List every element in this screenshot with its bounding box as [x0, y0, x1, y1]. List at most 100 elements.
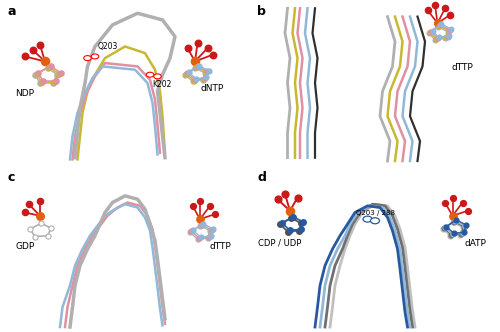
Point	[44, 233, 52, 238]
Point	[194, 64, 202, 69]
Text: dATP: dATP	[464, 239, 486, 248]
Point	[458, 230, 466, 236]
Point	[28, 47, 36, 52]
Point	[440, 226, 448, 231]
Point	[185, 69, 193, 75]
Point	[194, 41, 202, 46]
Point	[432, 36, 440, 42]
Point	[45, 64, 53, 70]
Point	[295, 228, 303, 233]
Point	[204, 69, 212, 74]
Point	[198, 77, 206, 82]
Point	[44, 65, 52, 71]
Point	[32, 71, 40, 76]
Point	[289, 214, 297, 220]
Circle shape	[363, 216, 372, 222]
Point	[441, 225, 449, 230]
Point	[188, 203, 196, 208]
Text: Q203 / 288: Q203 / 288	[356, 210, 395, 216]
Point	[444, 29, 452, 34]
Circle shape	[370, 218, 380, 224]
Point	[446, 233, 454, 238]
Point	[442, 35, 450, 40]
Point	[434, 36, 442, 41]
Point	[431, 37, 439, 42]
Point	[294, 195, 302, 200]
Point	[26, 226, 34, 232]
Point	[441, 6, 449, 11]
Point	[196, 234, 204, 240]
Point	[39, 78, 47, 84]
Point	[425, 31, 433, 36]
Point	[189, 228, 197, 233]
Point	[457, 231, 465, 237]
Point	[41, 59, 49, 64]
Point	[198, 222, 205, 227]
Circle shape	[154, 74, 161, 79]
Point	[205, 68, 213, 73]
Point	[274, 197, 281, 202]
Point	[204, 45, 212, 51]
Point	[428, 28, 436, 33]
Circle shape	[84, 55, 91, 61]
Point	[191, 65, 199, 71]
Point	[441, 200, 449, 205]
Point	[448, 195, 456, 200]
Point	[456, 232, 464, 238]
Text: dNTP: dNTP	[201, 84, 224, 93]
Text: b: b	[258, 5, 266, 18]
Text: dTTP: dTTP	[209, 242, 231, 251]
Point	[206, 228, 214, 233]
Point	[458, 200, 466, 205]
Point	[450, 230, 458, 236]
Point	[211, 211, 219, 217]
Point	[202, 74, 210, 80]
Point	[278, 220, 286, 225]
Text: CDP / UDP: CDP / UDP	[258, 239, 302, 248]
Point	[184, 45, 192, 51]
Point	[184, 70, 192, 76]
Point	[464, 208, 471, 213]
Point	[196, 216, 204, 222]
Point	[188, 229, 196, 234]
Point	[448, 220, 456, 225]
Point	[460, 230, 468, 235]
Point	[21, 210, 29, 215]
Text: c: c	[8, 171, 15, 184]
Point	[431, 2, 439, 8]
Text: dTTP: dTTP	[452, 63, 473, 72]
Point	[447, 232, 455, 238]
Point	[434, 21, 442, 26]
Point	[452, 217, 460, 222]
Point	[199, 221, 207, 226]
Point	[36, 80, 44, 86]
Text: GDP: GDP	[16, 242, 34, 251]
Circle shape	[146, 72, 154, 77]
Text: d: d	[258, 171, 266, 184]
Point	[451, 218, 459, 223]
Point	[202, 69, 210, 75]
Point	[286, 228, 294, 233]
Point	[188, 79, 196, 84]
Point	[38, 220, 45, 226]
Point	[36, 42, 44, 47]
Point	[50, 79, 58, 85]
Point	[25, 202, 33, 207]
Point	[435, 35, 443, 40]
Point	[56, 70, 64, 75]
Point	[442, 224, 450, 229]
Point	[205, 234, 213, 240]
Point	[200, 76, 208, 81]
Point	[427, 29, 435, 34]
Point	[424, 7, 432, 13]
Point	[181, 72, 189, 77]
Point	[460, 224, 468, 229]
Point	[34, 70, 42, 75]
Point	[445, 28, 453, 33]
Point	[297, 220, 305, 226]
Point	[426, 30, 434, 35]
Point	[48, 80, 56, 86]
Point	[461, 223, 469, 228]
Point	[450, 219, 458, 224]
Point	[201, 75, 209, 81]
